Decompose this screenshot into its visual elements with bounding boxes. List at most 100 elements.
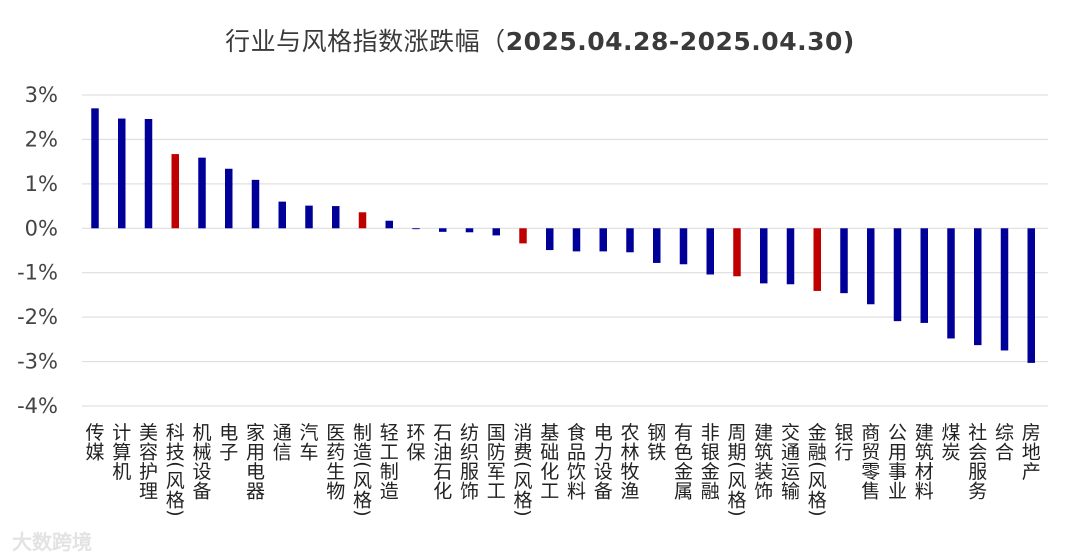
x-tick-char: 钢 (647, 422, 666, 444)
x-tick-char: 渔 (620, 481, 639, 503)
x-tick-char: ) (726, 509, 748, 516)
x-tick-char: 工 (487, 481, 506, 503)
bar (813, 228, 821, 291)
x-tick-char: 传 (85, 422, 104, 444)
x-tick-char: 造 (353, 442, 372, 464)
bar (225, 168, 233, 229)
x-tick-char: 金 (674, 461, 693, 483)
bar (706, 228, 714, 275)
y-tick-label: -2% (17, 305, 58, 329)
y-axis: -4% -3% -2% -1% 0% 1% 2% 3% (17, 83, 58, 418)
x-tick-char: 银 (834, 422, 853, 444)
x-tick-char: 电 (219, 422, 238, 444)
x-tick-char: 力 (594, 442, 613, 464)
x-tick-label: 周期(风格) (726, 422, 748, 517)
bar (439, 228, 447, 232)
x-tick-char: 周 (727, 422, 746, 444)
x-tick-char: 品 (567, 442, 586, 464)
x-tick-char: 化 (433, 481, 452, 503)
x-tick-char: 织 (460, 442, 479, 464)
x-tick-char: 输 (781, 481, 800, 503)
bar (519, 228, 527, 244)
x-tick-char: 饰 (460, 481, 479, 503)
x-tick-char: 备 (594, 481, 613, 503)
x-tick-label: 汽车 (299, 422, 318, 464)
x-tick-char: 运 (781, 461, 800, 483)
x-tick-char: 公 (888, 422, 907, 444)
bar (91, 108, 99, 229)
x-tick-char: 消 (513, 422, 532, 444)
x-tick-char: ( (726, 461, 748, 468)
x-tick-char: 算 (112, 442, 131, 464)
x-tick-char: 基 (540, 422, 559, 444)
x-tick-char: ) (512, 509, 534, 516)
x-tick-char: 铁 (647, 442, 666, 464)
x-tick-char: 车 (299, 442, 318, 464)
x-tick-char: 工 (380, 442, 399, 464)
x-tick-char: 通 (781, 442, 800, 464)
x-tick-char: 机 (112, 461, 131, 483)
x-tick-label: 消费(风格) (512, 422, 534, 517)
x-tick-char: 金 (808, 422, 827, 444)
x-tick-char: 汽 (299, 422, 318, 444)
x-tick-label: 通信 (273, 422, 292, 464)
x-tick-char: 费 (513, 442, 532, 464)
x-tick-char: 贸 (861, 442, 880, 464)
chart-title: 行业与风格指数涨跌幅（2025.04.28-2025.04.30) (0, 22, 1080, 58)
bar (465, 228, 474, 233)
x-tick-char: 风 (727, 470, 746, 492)
x-tick-char: 化 (540, 461, 559, 483)
x-tick-char: 料 (915, 481, 934, 503)
x-tick-char: 风 (353, 470, 372, 492)
bar (733, 228, 741, 277)
x-tick-char: 零 (861, 461, 880, 483)
x-tick-char: 理 (139, 481, 158, 503)
x-tick-char: 林 (620, 442, 639, 464)
x-tick-char: 军 (487, 461, 506, 483)
x-tick-char: 美 (139, 422, 158, 444)
x-tick-char: 用 (888, 442, 907, 464)
bar (653, 228, 661, 263)
x-tick-char: 格 (808, 490, 827, 512)
bar (840, 228, 848, 294)
bar (786, 228, 795, 285)
x-tick-char: 融 (701, 481, 720, 503)
x-tick-char: 机 (192, 422, 211, 444)
bar (920, 228, 928, 323)
x-tick-char: 防 (487, 442, 506, 464)
x-tick-char: 合 (995, 442, 1014, 464)
bar (385, 220, 393, 229)
x-tick-char: ) (806, 509, 828, 516)
x-tick-char: 子 (219, 442, 238, 464)
x-tick-char: 设 (192, 461, 211, 483)
x-tick-char: ( (164, 461, 186, 468)
x-tick-char: 建 (754, 422, 773, 444)
x-tick-char: 护 (139, 461, 158, 483)
x-tick-char: 服 (460, 461, 479, 483)
x-tick-label: 环保 (406, 422, 425, 464)
x-tick-char: 备 (192, 481, 211, 503)
x-tick-char: 事 (888, 461, 907, 483)
x-tick-char: 格 (353, 490, 372, 512)
bar (974, 228, 982, 346)
y-tick-label: -3% (17, 350, 58, 374)
x-tick-char: 制 (380, 461, 399, 483)
x-tick-char: 药 (326, 442, 345, 464)
x-tick-char: 筑 (754, 442, 773, 464)
x-tick-char: 电 (594, 422, 613, 444)
x-tick-char: ( (512, 461, 534, 468)
bar (332, 206, 340, 229)
x-tick-char: 有 (674, 422, 693, 444)
bar (171, 154, 179, 229)
